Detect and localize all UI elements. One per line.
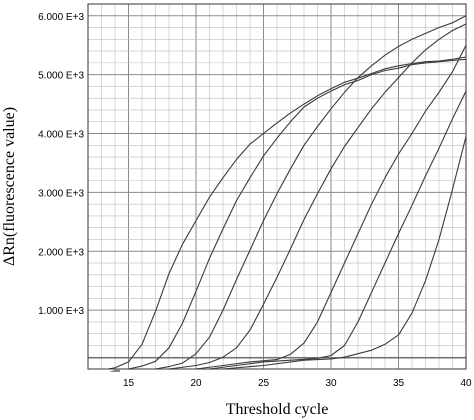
x-tick-label: 15: [123, 378, 135, 389]
chart-gridlines: [87, 3, 467, 370]
y-tick-label: 2.000 E+3: [38, 247, 84, 258]
x-tick-label: 35: [393, 378, 405, 389]
amplification-curve-3: [155, 15, 467, 370]
x-tick-labels: 15 20 25 30 35 40: [123, 378, 472, 389]
x-tick-label: 30: [325, 378, 337, 389]
x-axis-title: Threshold cycle: [226, 401, 329, 418]
y-tick-labels: 1.000 E+3 2.000 E+3 3.000 E+3 4.000 E+3 5.00…: [38, 12, 84, 317]
amplification-curve-2: [128, 58, 467, 370]
amplification-curve-1: [108, 56, 467, 370]
x-tick-label: 20: [190, 378, 202, 389]
amplification-curve-7: [222, 136, 467, 370]
series-lines: [108, 15, 467, 370]
y-axis-title: ΔRn(fluorescence value): [1, 107, 18, 266]
y-tick-label: 3.000 E+3: [38, 188, 84, 199]
amplification-curve-5: [195, 44, 467, 370]
y-tick-label: 4.000 E+3: [38, 130, 84, 141]
y-tick-label: 5.000 E+3: [38, 71, 84, 82]
x-tick-label: 25: [258, 378, 270, 389]
amplification-curve-4: [168, 23, 467, 370]
plot-area: [87, 3, 467, 370]
y-tick-label: 1.000 E+3: [38, 306, 84, 317]
amplification-curve-6: [209, 90, 467, 370]
y-tick-label: 6.000 E+3: [38, 12, 84, 23]
x-tick-label: 40: [460, 378, 472, 389]
x-axis-marker: [109, 368, 120, 372]
